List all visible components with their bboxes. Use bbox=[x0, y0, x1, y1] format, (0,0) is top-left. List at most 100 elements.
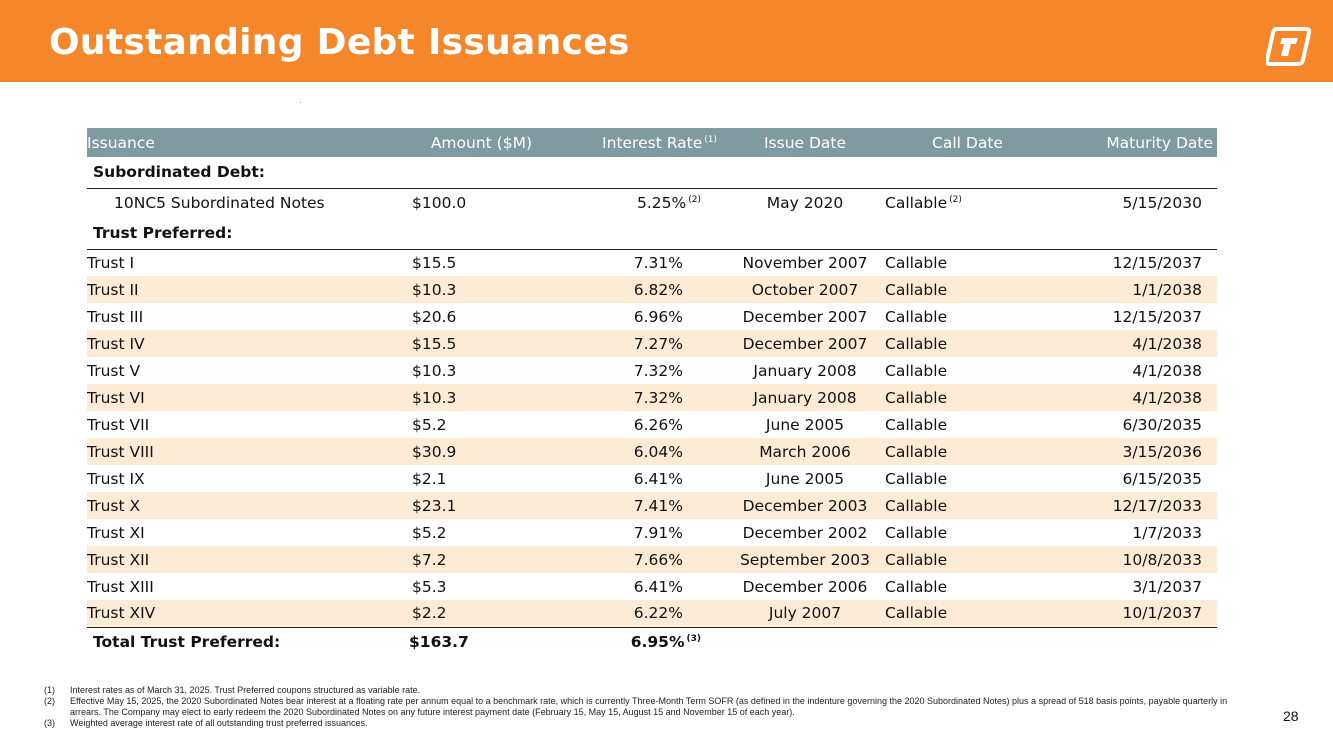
decorative-dot bbox=[300, 102, 301, 103]
cell-rate: 6.04% bbox=[542, 438, 725, 465]
cell-issue-date: January 2008 bbox=[753, 361, 857, 380]
table-header-row: Issuance Amount ($M) Interest Rate (1) Is… bbox=[87, 128, 1217, 157]
total-amount: $163.7 bbox=[352, 626, 542, 657]
header-bar: Outstanding Debt Issuances bbox=[0, 0, 1333, 82]
cell-issue-date: December 2003 bbox=[725, 492, 885, 519]
cell-rate: 6.26% bbox=[633, 415, 683, 434]
section-row-trust-preferred: Trust Preferred: bbox=[87, 218, 1217, 250]
cell-amount: $10.3 bbox=[412, 361, 457, 380]
cell-rate: 7.66% bbox=[542, 546, 725, 573]
table-row: Trust II $10.3 6.82% October 2007 Callable 1/… bbox=[87, 276, 1217, 303]
table-row: 10NC5 Subordinated Notes $100.0 5.25% (2)… bbox=[87, 188, 1217, 218]
cell-issuance: Trust VII bbox=[87, 415, 150, 434]
cell-maturity: 12/15/2037 bbox=[1112, 253, 1202, 272]
cell-call-date: Callable bbox=[885, 415, 948, 434]
cell-issue-date: December 2006 bbox=[742, 577, 868, 596]
page-title: Outstanding Debt Issuances bbox=[49, 22, 630, 63]
cell-issuance: Trust IV bbox=[87, 330, 352, 357]
page-number: 28 bbox=[1283, 708, 1299, 724]
column-header-call-date: Call Date bbox=[885, 128, 1050, 157]
column-header-issuance: Issuance bbox=[87, 128, 352, 157]
cell-rate: 5.25% (2) bbox=[637, 194, 701, 213]
cell-issuance: Trust V bbox=[87, 361, 141, 380]
footnotes: (1) Interest rates as of March 31, 2025. … bbox=[44, 685, 1244, 729]
column-header-maturity-date: Maturity Date bbox=[1050, 128, 1217, 157]
cell-issue-date: June 2005 bbox=[765, 469, 845, 488]
table-row: Trust V $10.3 7.32% January 2008 Callable 4/1… bbox=[87, 357, 1217, 384]
cell-amount: $100.0 bbox=[412, 194, 467, 213]
cell-rate: 6.41% bbox=[633, 577, 683, 596]
cell-issue-date: November 2007 bbox=[742, 253, 868, 272]
cell-issuance: Trust VI bbox=[87, 384, 352, 411]
cell-issuance: Trust III bbox=[87, 307, 144, 326]
cell-maturity: 4/1/2038 bbox=[1132, 361, 1202, 380]
cell-rate: 7.27% bbox=[542, 330, 725, 357]
cell-maturity: 12/15/2037 bbox=[1112, 307, 1202, 326]
table-row: Trust VII $5.2 6.26% June 2005 Callable 6/30/… bbox=[87, 411, 1217, 438]
table-row: Trust IX $2.1 6.41% June 2005 Callable 6/15/2… bbox=[87, 465, 1217, 492]
cell-maturity: 4/1/2038 bbox=[1050, 330, 1217, 357]
cell-issuance: Trust XII bbox=[87, 546, 352, 573]
section-label: Subordinated Debt: bbox=[87, 157, 1217, 189]
cell-call-date: Callable bbox=[885, 600, 1050, 627]
cell-call-date: Callable bbox=[885, 276, 1050, 303]
cell-maturity: 4/1/2038 bbox=[1050, 384, 1217, 411]
cell-issue-date: December 2007 bbox=[725, 330, 885, 357]
table-row: Trust III $20.6 6.96% December 2007 Callable… bbox=[87, 303, 1217, 330]
footnote-2: (2) Effective May 15, 2025, the 2020 Subo… bbox=[44, 696, 1228, 717]
cell-issuance: Trust II bbox=[87, 276, 352, 303]
section-label: Trust Preferred: bbox=[87, 218, 1217, 250]
table-row: Trust XIII $5.3 6.41% December 2006 Callable… bbox=[87, 573, 1217, 600]
cell-issuance: Trust X bbox=[87, 492, 352, 519]
cell-issuance: 10NC5 Subordinated Notes bbox=[114, 194, 325, 213]
cell-maturity: 1/7/2033 bbox=[1132, 523, 1202, 542]
cell-issue-date: January 2008 bbox=[725, 384, 885, 411]
cell-amount: $5.2 bbox=[412, 415, 447, 434]
cell-amount: $15.5 bbox=[352, 330, 542, 357]
table-row: Trust I $15.5 7.31% November 2007 Callable 12… bbox=[87, 249, 1217, 276]
cell-call-date: Callable bbox=[885, 330, 1050, 357]
cell-call-date: Callable bbox=[885, 361, 948, 380]
cell-issue-date: March 2006 bbox=[725, 438, 885, 465]
cell-maturity: 6/30/2035 bbox=[1122, 415, 1202, 434]
cell-maturity: 6/15/2035 bbox=[1122, 469, 1202, 488]
cell-call-date: Callable bbox=[885, 492, 1050, 519]
cell-maturity: 10/8/2033 bbox=[1050, 546, 1217, 573]
cell-amount: $10.3 bbox=[352, 384, 542, 411]
cell-call-date: Callable bbox=[885, 546, 1050, 573]
total-row: Total Trust Preferred: $163.7 6.95% (3) bbox=[87, 626, 1217, 657]
debt-table: Issuance Amount ($M) Interest Rate (1) Is… bbox=[87, 128, 1217, 657]
cell-rate: 6.41% bbox=[633, 469, 683, 488]
cell-rate: 6.82% bbox=[542, 276, 725, 303]
footnote-3: (3) Weighted average interest rate of all… bbox=[44, 718, 368, 728]
cell-amount: $15.5 bbox=[412, 253, 457, 272]
cell-rate: 7.41% bbox=[542, 492, 725, 519]
column-header-amount: Amount ($M) bbox=[352, 128, 542, 157]
footnote-1: (1) Interest rates as of March 31, 2025. … bbox=[44, 685, 421, 695]
cell-issue-date: July 2007 bbox=[725, 600, 885, 627]
cell-amount: $23.1 bbox=[352, 492, 542, 519]
table-row: Trust VIII $30.9 6.04% March 2006 Callable 3/… bbox=[87, 438, 1217, 465]
table-row: Trust IV $15.5 7.27% December 2007 Callable 4… bbox=[87, 330, 1217, 357]
cell-call-date: Callable bbox=[885, 384, 1050, 411]
column-header-issue-date: Issue Date bbox=[725, 128, 885, 157]
cell-issue-date: December 2002 bbox=[742, 523, 868, 542]
cell-amount: $7.2 bbox=[352, 546, 542, 573]
table-row: Trust XI $5.2 7.91% December 2002 Callable 1/… bbox=[87, 519, 1217, 546]
cell-amount: $10.3 bbox=[352, 276, 542, 303]
cell-maturity: 5/15/2030 bbox=[1122, 194, 1202, 213]
cell-issuance: Trust XIII bbox=[87, 577, 154, 596]
cell-rate: 6.96% bbox=[633, 307, 683, 326]
cell-call-date: Callable (2) bbox=[885, 194, 962, 213]
total-label: Total Trust Preferred: bbox=[87, 626, 352, 657]
cell-rate: 7.32% bbox=[542, 384, 725, 411]
cell-issue-date: May 2020 bbox=[766, 194, 844, 213]
cell-issue-date: October 2007 bbox=[725, 276, 885, 303]
cell-call-date: Callable bbox=[885, 577, 948, 596]
cell-maturity: 3/15/2036 bbox=[1050, 438, 1217, 465]
cell-maturity: 3/1/2037 bbox=[1132, 577, 1202, 596]
cell-rate: 7.31% bbox=[633, 253, 683, 272]
cell-rate: 6.22% bbox=[542, 600, 725, 627]
cell-amount: $2.2 bbox=[352, 600, 542, 627]
cell-amount: $20.6 bbox=[412, 307, 457, 326]
